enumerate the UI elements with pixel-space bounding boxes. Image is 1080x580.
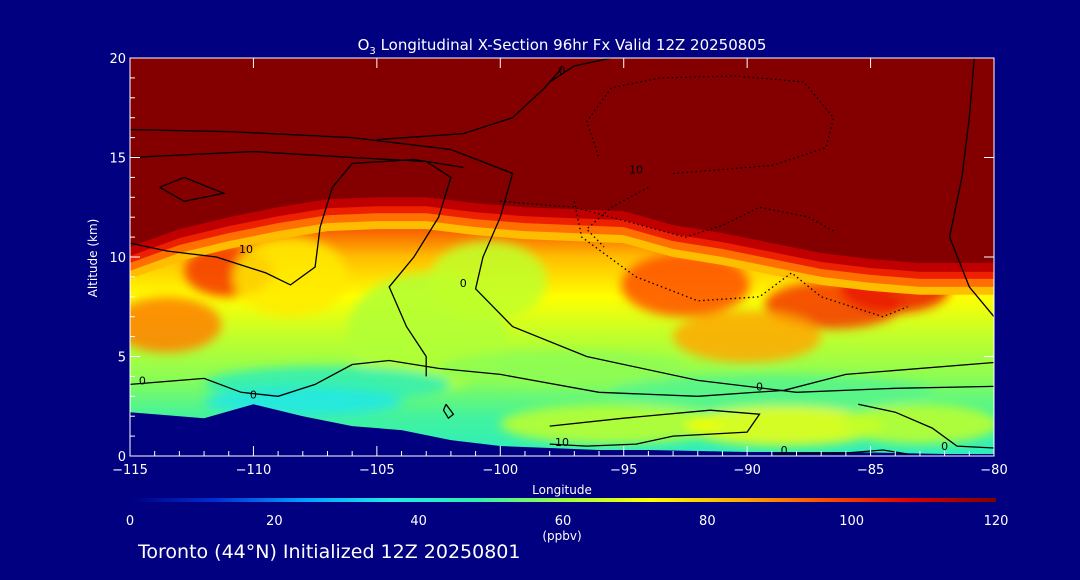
chart-title: O3 Longitudinal X-Section 96hr Fx Valid … xyxy=(358,36,767,57)
x-tick-label: −90 xyxy=(733,463,760,478)
colorbar-tick-label: 0 xyxy=(126,514,134,529)
negative-contour-line xyxy=(585,186,649,248)
x-tick-label: −100 xyxy=(482,463,518,478)
concentration-patch xyxy=(428,241,548,321)
colorbar-tick-label: 20 xyxy=(266,514,283,529)
concentration-patch xyxy=(130,296,222,353)
concentration-patch xyxy=(673,310,822,363)
title-species: O xyxy=(358,36,370,54)
contour-label: 10 xyxy=(239,243,253,256)
colorbar-tick-label: 60 xyxy=(555,514,572,529)
negative-contour-line xyxy=(573,201,908,318)
contour-label: 0 xyxy=(250,388,257,401)
x-tick-label: −85 xyxy=(857,463,884,478)
terrain-mask xyxy=(130,404,994,456)
x-tick-label: −115 xyxy=(112,463,148,478)
y-tick-label: 10 xyxy=(109,251,126,266)
colorbar-strip xyxy=(130,498,996,502)
contour-line xyxy=(130,158,464,286)
concentration-patch xyxy=(685,406,883,447)
x-tick-label: −105 xyxy=(359,463,395,478)
contour-label: 10 xyxy=(555,436,569,449)
x-tick-label: −110 xyxy=(236,463,272,478)
footer-caption: Toronto (44°N) Initialized 12Z 20250801 xyxy=(138,541,521,563)
title-subscript: 3 xyxy=(369,46,375,57)
contour-label: 0 xyxy=(941,440,948,453)
contour-line xyxy=(549,58,612,83)
contour-line xyxy=(130,150,452,377)
contour-label: 0 xyxy=(460,277,467,290)
contour-label: 0 xyxy=(559,64,566,77)
colorbar-ticks: 0 20 40 60 80 100 120 xyxy=(126,514,1009,529)
contour-labels: 0 10 10 0 0 0 0 10 0 0 xyxy=(139,64,948,457)
y-axis-label: Altitude (km) xyxy=(86,219,100,298)
concentration-patch xyxy=(438,350,686,387)
contour-line xyxy=(549,409,761,447)
y-tick-label: 0 xyxy=(118,450,126,465)
x-tick-label: −95 xyxy=(610,463,637,478)
contour-line xyxy=(159,176,227,202)
colorbar-tick-label: 120 xyxy=(984,514,1009,529)
x-axis-label: Longitude xyxy=(532,483,592,497)
contour-label: 0 xyxy=(781,444,788,457)
plot-area: 0 10 10 0 0 0 0 10 0 0 xyxy=(130,58,994,457)
concentration-patch xyxy=(621,253,750,317)
colorbar: 0 20 40 60 80 100 120 (ppbv) xyxy=(126,498,1009,543)
stratospheric-ozone-layer xyxy=(130,58,994,263)
contour-label: 0 xyxy=(756,380,763,393)
contour-label: 0 xyxy=(139,374,146,387)
y-tick-label: 20 xyxy=(109,52,126,67)
contour-line xyxy=(858,403,994,449)
concentration-patch xyxy=(840,404,994,445)
contour-line xyxy=(130,359,994,397)
colorbar-tick-label: 100 xyxy=(839,514,864,529)
colorbar-tick-label: 40 xyxy=(410,514,427,529)
concentration-patches xyxy=(130,237,994,447)
concentration-patch xyxy=(611,374,933,411)
contour-label: 10 xyxy=(629,163,643,176)
title-rest: Longitudinal X-Section 96hr Fx Valid 12Z… xyxy=(376,36,767,54)
colorbar-tick-label: 80 xyxy=(699,514,716,529)
concentration-patch xyxy=(233,237,348,317)
colorbar-units: (ppbv) xyxy=(542,529,581,543)
contour-line xyxy=(948,58,994,318)
contour-line xyxy=(442,403,455,420)
x-axis: −115 −110 −105 −100 −95 −90 −85 −80 xyxy=(112,58,1008,478)
negative-contour-line xyxy=(500,200,834,238)
y-tick-label: 15 xyxy=(109,152,126,167)
y-tick-label: 5 xyxy=(118,351,126,366)
x-tick-label: −80 xyxy=(980,463,1007,478)
